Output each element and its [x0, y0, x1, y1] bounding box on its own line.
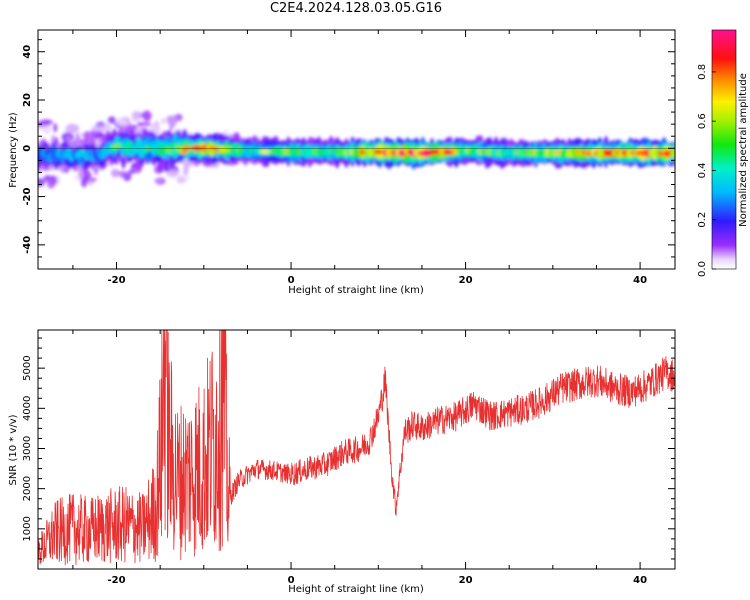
- heatmap-halo-blob: [140, 121, 152, 127]
- spectrogram-y-axis-label: Frequency (Hz): [8, 112, 19, 188]
- y-tick-label: 40: [22, 45, 33, 59]
- heatmap-halo-blob: [41, 125, 49, 130]
- heatmap-halo-blob: [107, 116, 117, 124]
- heatmap-halo-blob: [228, 134, 236, 140]
- heatmap-halo-blob: [38, 178, 45, 187]
- heatmap-halo-blob: [128, 169, 136, 174]
- y-tick-label: -20: [22, 188, 33, 206]
- y-tick-label: -40: [22, 236, 33, 254]
- y-tick-label: 20: [22, 93, 33, 107]
- spectrogram-heatmap: [38, 110, 675, 189]
- y-tick-label: 5000: [22, 355, 33, 380]
- heatmap-halo-blob: [149, 123, 161, 135]
- heatmap-halo-blob: [161, 117, 166, 124]
- colorbar: 0.0 0.2 0.4 0.6 0.8 Normalized spectral ampl…: [697, 29, 749, 277]
- heatmap-halo-blob: [118, 170, 127, 178]
- x-tick-label: 40: [633, 275, 647, 286]
- colorbar-tick-label: 0.6: [697, 113, 708, 129]
- heatmap-hot-spot: [635, 151, 646, 156]
- x-tick-label: -20: [107, 275, 125, 286]
- x-tick-label: 20: [459, 575, 473, 586]
- heatmap-halo-blob: [102, 123, 112, 133]
- heatmap-halo-blob: [167, 115, 178, 128]
- snr-x-axis-label: Height of straight line (km): [288, 584, 424, 595]
- heatmap-hot-spot: [443, 151, 454, 156]
- heatmap-hot-spot: [416, 151, 427, 156]
- colorbar-gradient: [711, 29, 737, 270]
- heatmap-halo-blob: [142, 110, 152, 122]
- y-tick-label: 4000: [22, 396, 33, 421]
- heatmap-halo-blob: [91, 125, 105, 133]
- snr-frame: [37, 329, 676, 570]
- colorbar-tick-label: 0.8: [697, 64, 708, 80]
- y-tick-label: 1000: [22, 516, 33, 541]
- x-tick-label: 0: [288, 275, 295, 286]
- heatmap-halo-blob: [209, 163, 220, 168]
- heatmap-halo-blob: [154, 177, 162, 183]
- y-tick-label: 3000: [22, 436, 33, 461]
- heatmap-halo-blob: [165, 170, 180, 178]
- heatmap-halo-blob: [137, 121, 143, 127]
- heatmap-blobs: [38, 110, 675, 189]
- colorbar-ticks: 0.0 0.2 0.4 0.6 0.8: [697, 64, 716, 277]
- snr-series: [38, 330, 675, 566]
- x-tick-label: -20: [107, 575, 125, 586]
- y-tick-label: 0: [22, 145, 33, 152]
- colorbar-tick-label: 0.2: [697, 212, 708, 228]
- heatmap-hot-spot: [259, 149, 270, 154]
- heatmap-halo-blob: [88, 177, 98, 182]
- heatmap-halo-blob: [46, 178, 56, 189]
- snr-panel: -20 0 20 40 1000 2000 3000 4000 5000 Height of s…: [8, 329, 676, 595]
- x-tick-label: 40: [633, 575, 647, 586]
- heatmap-hot-spot: [373, 149, 384, 154]
- snr-axes: -20 0 20 40 1000 2000 3000 4000 5000: [22, 330, 675, 586]
- colorbar-tick-label: 0.4: [697, 162, 708, 178]
- heatmap-halo-blob: [130, 164, 135, 169]
- heatmap-hot-spot: [111, 143, 122, 148]
- heatmap-halo-blob: [116, 120, 130, 127]
- snr-line: [38, 330, 675, 566]
- y-tick-label: 2000: [22, 476, 33, 501]
- chart-title: C2E4.2024.128.03.05.G16: [269, 1, 443, 16]
- x-tick-label: 0: [288, 575, 295, 586]
- heatmap-halo-blob: [53, 123, 58, 133]
- heatmap-halo-blob: [65, 123, 80, 134]
- heatmap-halo-blob: [183, 165, 189, 176]
- colorbar-label: Normalized spectral amplitude: [738, 73, 749, 227]
- heatmap-hot-spot: [661, 151, 672, 156]
- heatmap-halo-blob: [131, 110, 141, 122]
- heatmap-halo-blob: [110, 168, 120, 178]
- snr-y-axis-label: SNR (10 * v/v): [8, 414, 19, 485]
- spectrogram-frame: [37, 29, 676, 270]
- x-tick-label: 20: [459, 275, 473, 286]
- heatmap-halo-blob: [176, 177, 186, 184]
- heatmap-ridge-cell: [670, 150, 675, 157]
- spectrogram-x-axis-label: Height of straight line (km): [288, 285, 424, 296]
- spectrogram-axes: -20 0 20 40 -40 -20 0 20 40: [22, 30, 675, 286]
- spectrogram-panel: -20 0 20 40 -40 -20 0 20 40 Height of straight l…: [8, 29, 676, 296]
- colorbar-tick-label: 0.0: [697, 261, 708, 277]
